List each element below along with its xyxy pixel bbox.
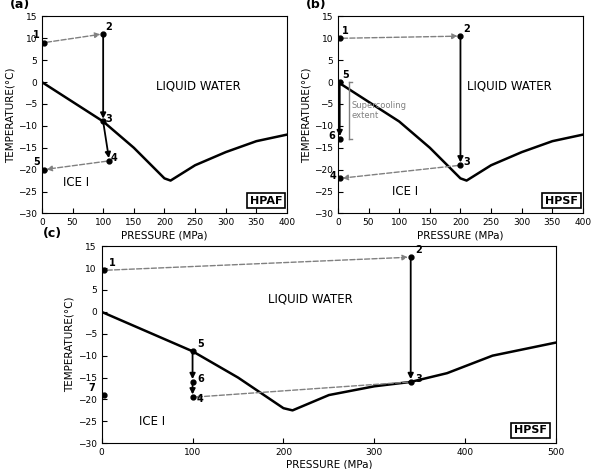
Y-axis label: TEMPERATURE(°C): TEMPERATURE(°C) [301,67,311,163]
Text: 6: 6 [197,374,204,384]
Text: Supercooling
extent: Supercooling extent [352,101,407,120]
X-axis label: PRESSURE (MPa): PRESSURE (MPa) [121,230,208,240]
Text: 2: 2 [105,22,112,32]
Text: 5: 5 [197,339,204,349]
Text: 2: 2 [463,24,469,34]
Text: 4: 4 [197,394,204,404]
Y-axis label: TEMPERATURE(°C): TEMPERATURE(°C) [5,67,15,163]
Text: 5: 5 [342,70,349,80]
Text: ICE I: ICE I [63,176,89,189]
X-axis label: PRESSURE (MPa): PRESSURE (MPa) [417,230,504,240]
Text: HPSF: HPSF [545,196,578,205]
Text: 4: 4 [329,171,336,181]
Text: 2: 2 [415,245,422,255]
Text: ICE I: ICE I [392,185,419,198]
Text: 1: 1 [342,26,349,36]
Text: 3: 3 [463,158,469,167]
Text: 1: 1 [33,30,40,40]
Text: (a): (a) [10,0,30,10]
Text: 4: 4 [111,153,118,163]
Y-axis label: TEMPERATURE(°C): TEMPERATURE(°C) [65,297,75,393]
Text: LIQUID WATER: LIQUID WATER [269,292,353,305]
Text: HPSF: HPSF [514,425,547,435]
X-axis label: PRESSURE (MPa): PRESSURE (MPa) [286,460,372,469]
Text: (b): (b) [306,0,327,10]
Text: LIQUID WATER: LIQUID WATER [156,80,240,93]
Text: HPAF: HPAF [249,196,282,205]
Text: 5: 5 [33,158,40,167]
Text: 3: 3 [415,374,422,384]
Text: 3: 3 [105,113,112,124]
Text: (c): (c) [42,227,62,240]
Text: ICE I: ICE I [139,415,164,428]
Text: 6: 6 [328,131,335,141]
Text: LIQUID WATER: LIQUID WATER [467,80,552,93]
Text: 7: 7 [89,383,95,393]
Text: 1: 1 [109,258,115,268]
